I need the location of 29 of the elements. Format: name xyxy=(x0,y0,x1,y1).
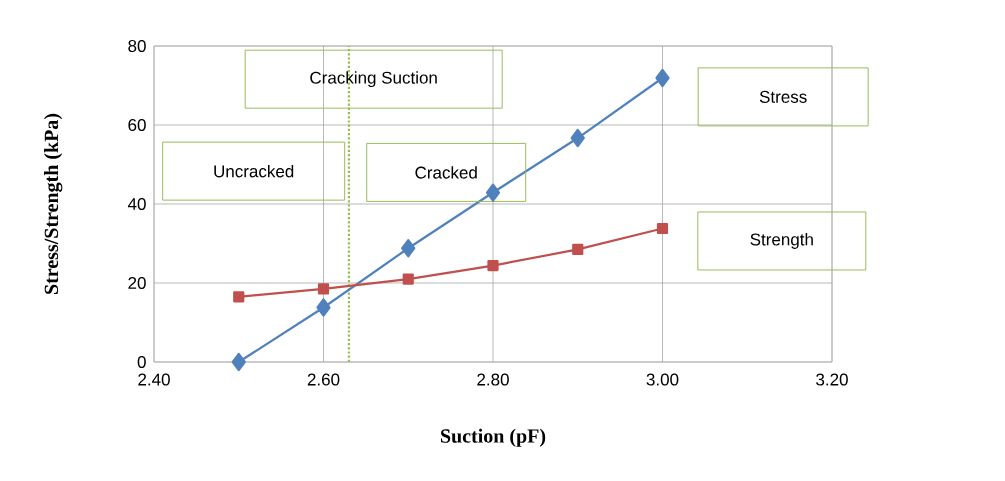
annotation: Cracked xyxy=(415,166,477,179)
x-tick-label: 2.80 xyxy=(477,373,509,386)
x-axis-title: Suction (pF) xyxy=(441,428,546,447)
point xyxy=(655,68,670,88)
point xyxy=(401,239,416,258)
point xyxy=(485,183,501,202)
point xyxy=(316,298,331,317)
x-tick-label: 2.60 xyxy=(307,373,340,386)
x-tick-label: 3.20 xyxy=(816,373,848,386)
point xyxy=(487,260,499,272)
point xyxy=(570,128,585,148)
x-tick-label: 2.40 xyxy=(138,373,170,386)
x-tick-label: 3.00 xyxy=(646,373,679,386)
point xyxy=(656,222,669,235)
y-tick-label: 80 xyxy=(128,39,146,53)
text: Strength xyxy=(750,233,813,249)
y-tick-label: 0 xyxy=(137,355,146,369)
point xyxy=(231,352,246,372)
y-axis-title: Stress/Strength (kPa) xyxy=(44,113,63,294)
annotation: Cracking Suction xyxy=(310,71,437,88)
point xyxy=(317,283,330,295)
y-tick-label: 40 xyxy=(127,197,146,211)
y-tick-label: 60 xyxy=(128,118,146,132)
point xyxy=(402,273,414,285)
point xyxy=(233,291,245,303)
point xyxy=(572,243,584,256)
y-tick-label: 20 xyxy=(128,276,146,290)
annotation: Uncracked xyxy=(214,164,294,178)
text: Stress xyxy=(759,90,807,103)
